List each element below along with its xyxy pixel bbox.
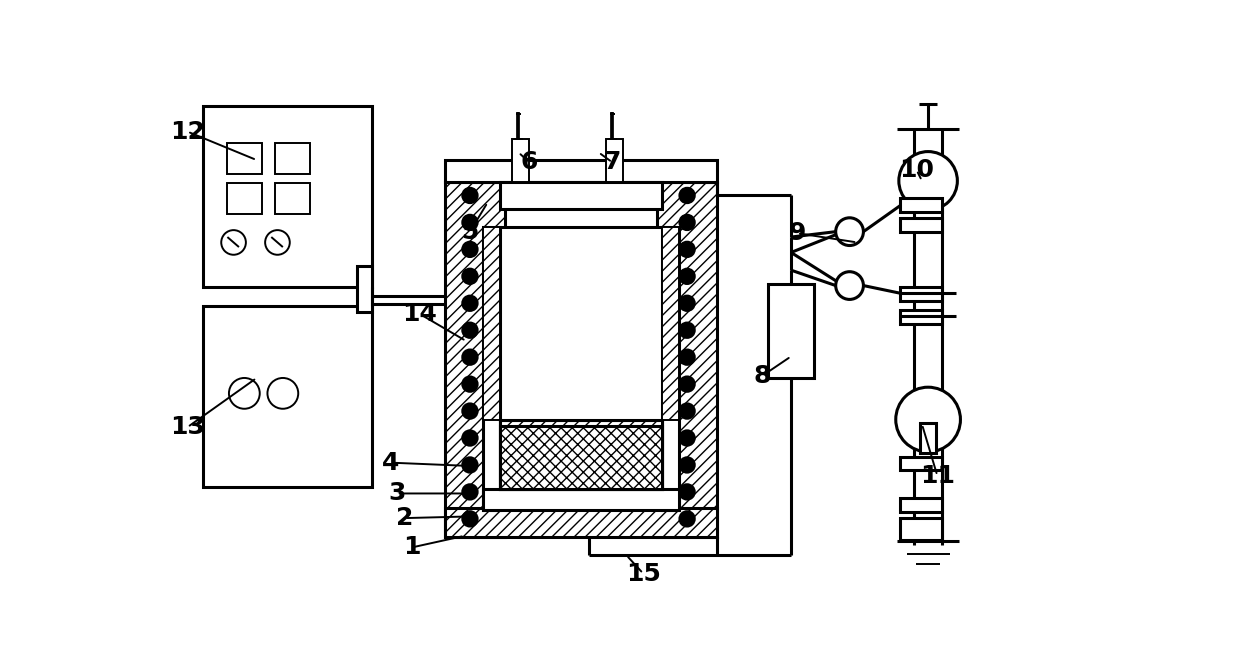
Circle shape xyxy=(463,323,477,338)
Circle shape xyxy=(680,403,694,419)
Bar xyxy=(500,420,662,489)
Bar xyxy=(275,143,310,174)
Bar xyxy=(768,284,815,378)
Circle shape xyxy=(463,511,477,527)
Text: 5: 5 xyxy=(461,220,479,244)
Circle shape xyxy=(268,378,299,409)
Circle shape xyxy=(463,269,477,284)
Circle shape xyxy=(680,242,694,257)
Bar xyxy=(203,106,372,287)
Bar xyxy=(203,306,372,487)
Circle shape xyxy=(680,188,694,203)
Circle shape xyxy=(463,457,477,473)
Bar xyxy=(444,160,717,182)
Bar xyxy=(512,139,529,182)
Bar xyxy=(444,508,717,537)
Circle shape xyxy=(899,152,957,210)
Bar xyxy=(500,227,662,420)
Bar xyxy=(900,287,942,301)
Bar xyxy=(500,420,662,489)
Text: 7: 7 xyxy=(604,150,621,174)
Bar xyxy=(920,424,936,453)
Bar xyxy=(500,426,662,489)
Bar xyxy=(900,457,942,471)
Text: 8: 8 xyxy=(754,364,771,387)
Bar xyxy=(500,182,662,209)
Bar xyxy=(444,182,505,537)
Circle shape xyxy=(680,376,694,392)
Text: 11: 11 xyxy=(920,464,955,488)
Text: 9: 9 xyxy=(789,221,806,246)
Circle shape xyxy=(221,230,246,255)
Circle shape xyxy=(680,511,694,527)
Circle shape xyxy=(229,378,259,409)
Bar xyxy=(484,227,500,420)
Bar xyxy=(657,182,717,537)
Bar xyxy=(227,183,262,214)
Circle shape xyxy=(265,230,290,255)
Bar xyxy=(227,143,262,174)
Bar xyxy=(662,227,678,510)
Bar xyxy=(484,489,678,510)
Circle shape xyxy=(463,484,477,500)
Circle shape xyxy=(680,430,694,446)
Circle shape xyxy=(463,214,477,230)
Bar xyxy=(900,198,942,212)
Text: 15: 15 xyxy=(626,562,661,585)
Circle shape xyxy=(680,269,694,284)
Circle shape xyxy=(463,242,477,257)
Text: 2: 2 xyxy=(396,506,413,530)
Bar xyxy=(900,518,942,540)
Bar xyxy=(484,227,500,510)
Text: 6: 6 xyxy=(521,150,538,174)
Circle shape xyxy=(680,484,694,500)
Circle shape xyxy=(463,430,477,446)
Text: 12: 12 xyxy=(170,119,205,144)
Circle shape xyxy=(463,376,477,392)
Circle shape xyxy=(680,323,694,338)
Circle shape xyxy=(836,218,863,246)
Text: 14: 14 xyxy=(403,302,438,326)
Text: 10: 10 xyxy=(899,158,934,182)
Circle shape xyxy=(680,296,694,311)
Circle shape xyxy=(680,350,694,365)
Bar xyxy=(275,183,310,214)
Circle shape xyxy=(836,272,863,300)
Circle shape xyxy=(463,188,477,203)
Bar xyxy=(662,227,678,420)
Circle shape xyxy=(680,214,694,230)
Text: 3: 3 xyxy=(388,481,405,506)
Bar xyxy=(606,139,624,182)
Circle shape xyxy=(463,296,477,311)
Bar xyxy=(900,310,942,324)
Text: 4: 4 xyxy=(382,451,399,475)
Bar xyxy=(900,218,942,232)
Bar xyxy=(900,498,942,512)
Text: 1: 1 xyxy=(403,535,420,560)
Bar xyxy=(357,265,372,312)
Circle shape xyxy=(680,457,694,473)
Circle shape xyxy=(895,387,961,452)
Text: 13: 13 xyxy=(170,415,205,440)
Circle shape xyxy=(463,403,477,419)
Circle shape xyxy=(463,350,477,365)
